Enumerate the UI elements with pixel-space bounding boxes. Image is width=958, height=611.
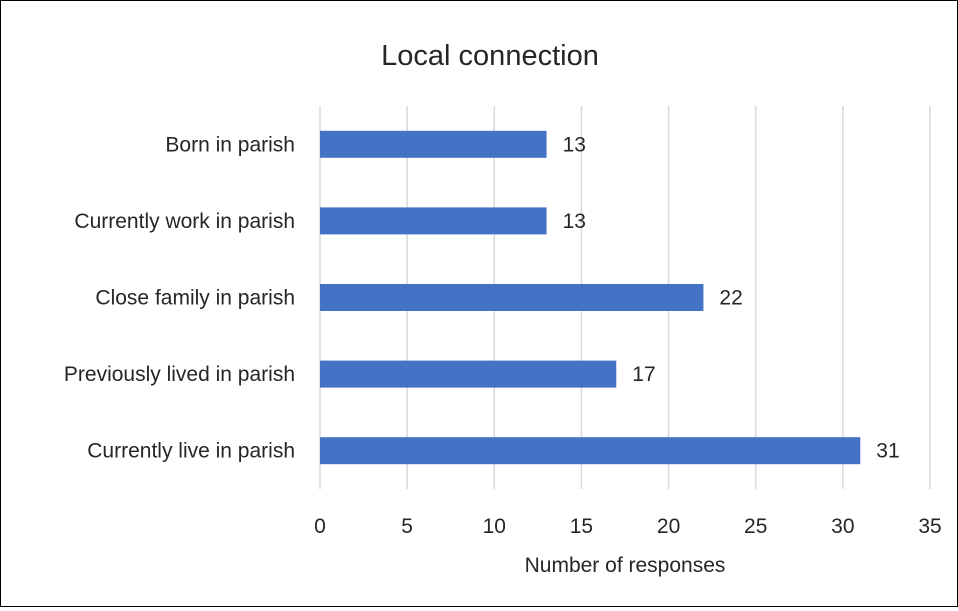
data-label: 31 [876, 440, 899, 463]
x-tick-label: 10 [483, 515, 506, 538]
bar [320, 284, 704, 311]
x-tick-label: 35 [918, 515, 941, 538]
bar [320, 130, 547, 158]
x-axis-title: Number of responses [525, 554, 726, 577]
data-label: 13 [563, 210, 586, 233]
category-label: Close family in parish [95, 287, 295, 310]
x-tick-label: 0 [314, 515, 326, 538]
bar [320, 437, 861, 465]
x-tick-label: 5 [401, 515, 413, 538]
bar [320, 207, 547, 235]
category-label: Born in parish [165, 133, 295, 156]
category-labels: Born in parish Currently work in parish Cl… [64, 133, 295, 462]
category-label: Currently live in parish [87, 440, 295, 463]
category-label: Previously lived in parish [64, 363, 295, 386]
data-label: 17 [632, 363, 655, 386]
x-tick-label: 25 [744, 515, 767, 538]
category-label: Currently work in parish [74, 210, 295, 233]
data-label: 22 [719, 287, 742, 310]
x-tick-label: 15 [570, 515, 593, 538]
chart-title: Local connection [381, 40, 599, 72]
x-tick-label: 20 [657, 515, 680, 538]
bar [320, 360, 617, 388]
data-labels: 13 13 22 17 31 [563, 133, 900, 462]
bars [320, 130, 861, 465]
x-axis-ticks: 0 5 10 15 20 25 30 35 [314, 515, 942, 538]
data-label: 13 [563, 133, 586, 156]
x-tick-label: 30 [831, 515, 854, 538]
